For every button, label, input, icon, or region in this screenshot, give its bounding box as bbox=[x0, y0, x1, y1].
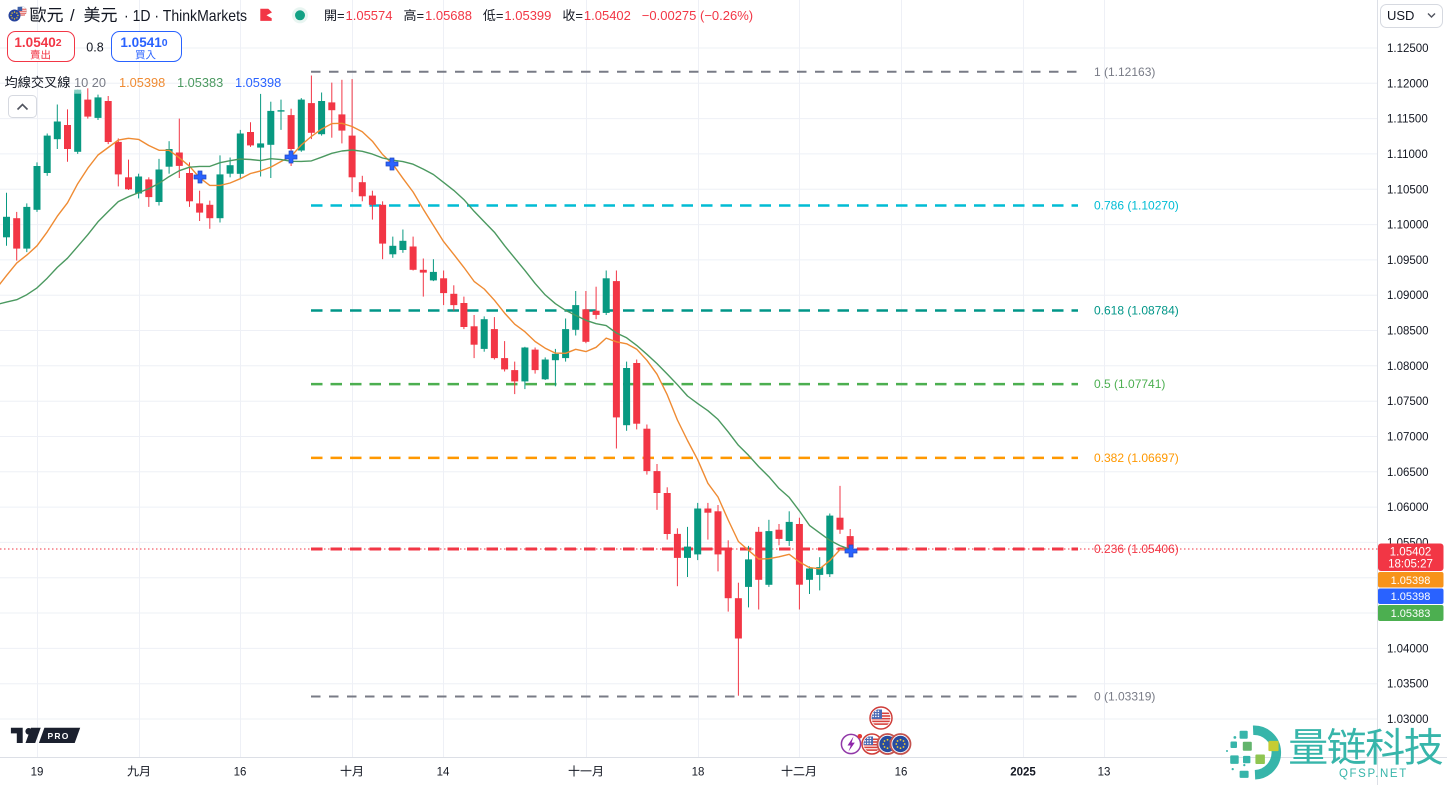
svg-text:1.05399: 1.05399 bbox=[504, 8, 551, 23]
svg-text:−0.00275 (−0.26%): −0.00275 (−0.26%) bbox=[642, 8, 753, 23]
svg-text:USD: USD bbox=[1387, 8, 1414, 23]
svg-text:1.08500: 1.08500 bbox=[1387, 326, 1429, 338]
svg-text:18:05:27: 18:05:27 bbox=[1388, 559, 1433, 571]
svg-text:=: = bbox=[496, 8, 504, 23]
svg-text:14: 14 bbox=[437, 767, 450, 779]
svg-text:0.382 (1.06697): 0.382 (1.06697) bbox=[1094, 451, 1179, 465]
svg-text:=: = bbox=[417, 8, 425, 23]
svg-text:1.09500: 1.09500 bbox=[1387, 255, 1429, 267]
svg-text:· 1D · ThinkMarkets: · 1D · ThinkMarkets bbox=[124, 8, 247, 25]
svg-text:1.07000: 1.07000 bbox=[1387, 432, 1429, 444]
svg-text:0.5 (1.07741): 0.5 (1.07741) bbox=[1094, 377, 1165, 391]
svg-text:1 (1.12163): 1 (1.12163) bbox=[1094, 65, 1155, 79]
svg-text:13: 13 bbox=[1098, 767, 1111, 779]
svg-text:=: = bbox=[575, 8, 583, 23]
svg-text:1.06000: 1.06000 bbox=[1387, 502, 1429, 514]
svg-text:0.8: 0.8 bbox=[86, 41, 103, 55]
svg-text:PRO: PRO bbox=[48, 731, 70, 741]
svg-text:10 20: 10 20 bbox=[74, 75, 106, 90]
svg-text:1.03000: 1.03000 bbox=[1387, 714, 1429, 726]
svg-text:1.05688: 1.05688 bbox=[425, 8, 472, 23]
svg-text:=: = bbox=[337, 8, 345, 23]
svg-text:1.06500: 1.06500 bbox=[1387, 467, 1429, 479]
svg-text:0.236 (1.05406): 0.236 (1.05406) bbox=[1094, 542, 1179, 556]
svg-text:1.05383: 1.05383 bbox=[1391, 608, 1431, 620]
svg-text:1.11500: 1.11500 bbox=[1387, 114, 1428, 126]
svg-text:16: 16 bbox=[895, 767, 908, 779]
svg-text:/: / bbox=[70, 7, 75, 25]
svg-text:1.05398: 1.05398 bbox=[1391, 591, 1431, 603]
svg-text:1.08000: 1.08000 bbox=[1387, 361, 1429, 373]
svg-text:1.05574: 1.05574 bbox=[346, 8, 393, 23]
svg-text:19: 19 bbox=[31, 767, 44, 779]
svg-text:1.05383: 1.05383 bbox=[177, 75, 223, 90]
svg-text:2025: 2025 bbox=[1010, 767, 1036, 779]
svg-text:0 (1.03319): 0 (1.03319) bbox=[1094, 690, 1155, 704]
svg-text:1.05398: 1.05398 bbox=[235, 75, 281, 90]
svg-text:0.618 (1.08784): 0.618 (1.08784) bbox=[1094, 304, 1179, 318]
svg-text:1.05410: 1.05410 bbox=[120, 35, 167, 50]
svg-text:16: 16 bbox=[234, 767, 247, 779]
svg-text:1.05398: 1.05398 bbox=[1391, 575, 1431, 587]
svg-text:1.11000: 1.11000 bbox=[1387, 149, 1428, 161]
svg-text:1.05402: 1.05402 bbox=[584, 8, 631, 23]
svg-text:1.12500: 1.12500 bbox=[1387, 43, 1429, 55]
svg-text:1.04000: 1.04000 bbox=[1387, 643, 1429, 655]
svg-text:1.12000: 1.12000 bbox=[1387, 78, 1429, 90]
svg-text:1.03500: 1.03500 bbox=[1387, 679, 1429, 691]
svg-text:QFSP.NET: QFSP.NET bbox=[1339, 768, 1408, 780]
svg-text:0.786 (1.10270): 0.786 (1.10270) bbox=[1094, 199, 1179, 213]
svg-text:1.05398: 1.05398 bbox=[119, 75, 165, 90]
svg-text:1.10000: 1.10000 bbox=[1387, 220, 1429, 232]
svg-text:18: 18 bbox=[692, 767, 705, 779]
svg-text:1.05402: 1.05402 bbox=[1390, 547, 1432, 559]
svg-text:1.09000: 1.09000 bbox=[1387, 290, 1429, 302]
svg-text:1.07500: 1.07500 bbox=[1387, 396, 1429, 408]
svg-text:1.10500: 1.10500 bbox=[1387, 184, 1429, 196]
svg-text:1.05402: 1.05402 bbox=[14, 35, 61, 50]
